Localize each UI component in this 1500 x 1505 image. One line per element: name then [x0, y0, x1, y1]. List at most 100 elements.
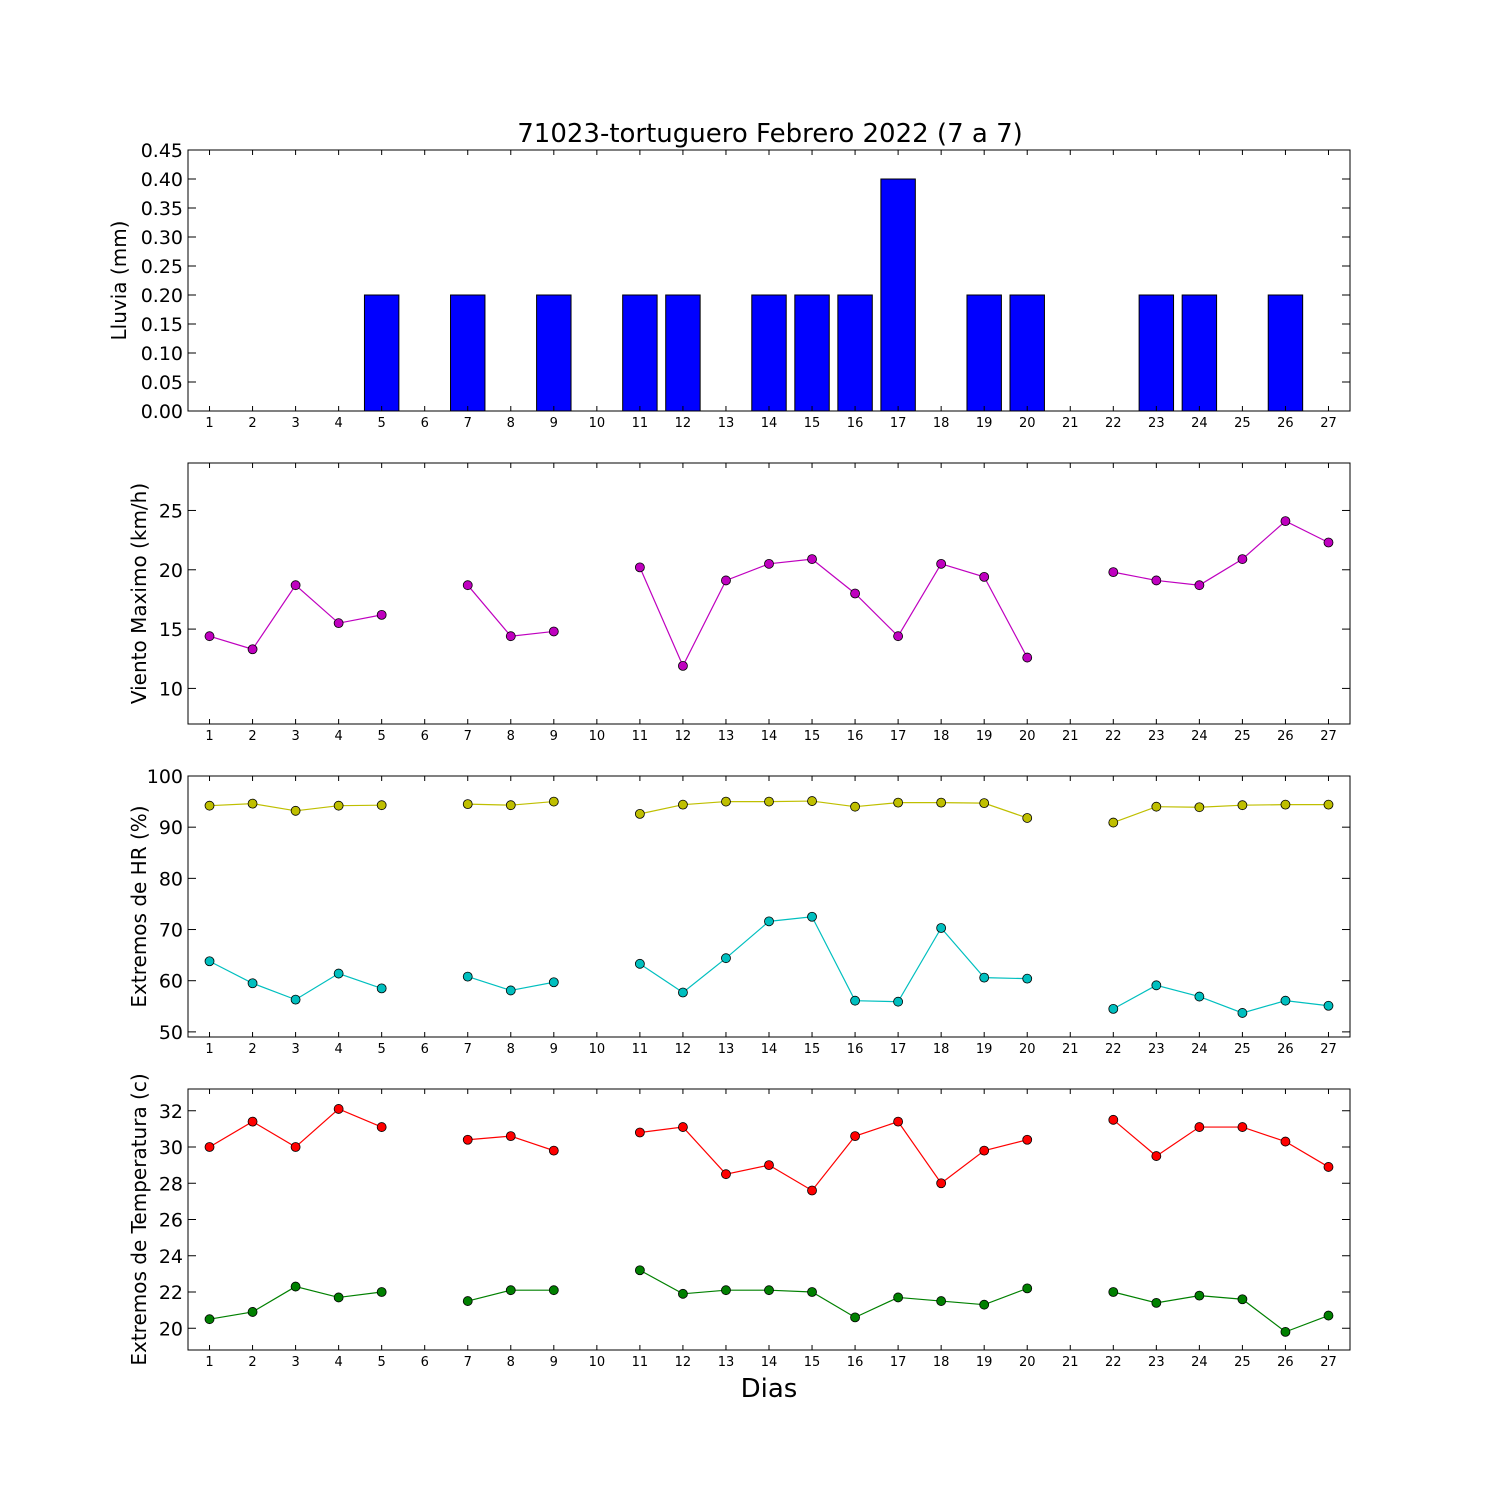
- series-1-point-day-25: [1238, 801, 1247, 810]
- x-tick-label-4: 4: [334, 1042, 342, 1057]
- series-2-point-day-24: [1195, 1291, 1204, 1300]
- series-2-point-day-23: [1152, 981, 1161, 990]
- x-tick-label-9: 9: [550, 1042, 558, 1057]
- x-tick-label-18: 18: [933, 1042, 950, 1057]
- series-1-point-day-22: [1109, 568, 1118, 577]
- bar-day-9: [537, 295, 571, 411]
- series-1-point-day-26: [1281, 800, 1290, 809]
- series-2-point-day-19: [980, 1300, 989, 1309]
- y-tick-label-90: 90: [159, 817, 183, 839]
- series-1-point-day-12: [678, 800, 687, 809]
- x-tick-label-2: 2: [248, 1355, 256, 1370]
- series-1-point-day-8: [506, 632, 515, 641]
- series-1-point-day-2: [248, 645, 257, 654]
- series-1-point-day-22: [1109, 1115, 1118, 1124]
- x-tick-label-5: 5: [378, 416, 386, 431]
- x-tick-label-13: 13: [718, 416, 735, 431]
- series-2-point-day-4: [334, 1293, 343, 1302]
- y-tick-label-0.45: 0.45: [141, 140, 183, 162]
- y-tick-label-22: 22: [159, 1282, 183, 1304]
- x-tick-label-3: 3: [291, 729, 299, 744]
- series-2-point-day-27: [1324, 1001, 1333, 1010]
- x-tick-label-1: 1: [205, 1355, 213, 1370]
- x-tick-label-21: 21: [1062, 1042, 1079, 1057]
- series-2-point-day-9: [549, 978, 558, 987]
- series-2-point-day-12: [678, 1289, 687, 1298]
- x-tick-label-25: 25: [1234, 1355, 1251, 1370]
- x-tick-label-1: 1: [205, 1042, 213, 1057]
- x-tick-label-3: 3: [291, 1355, 299, 1370]
- bar-day-26: [1268, 295, 1302, 411]
- series-2-point-day-1: [205, 1315, 214, 1324]
- x-tick-label-23: 23: [1148, 1042, 1165, 1057]
- series-2-point-day-2: [248, 979, 257, 988]
- series-2-point-day-27: [1324, 1311, 1333, 1320]
- bar-day-12: [666, 295, 700, 411]
- series-1-point-day-18: [937, 559, 946, 568]
- series-1-point-day-27: [1324, 538, 1333, 547]
- x-tick-label-10: 10: [589, 1355, 606, 1370]
- bar-day-20: [1010, 295, 1044, 411]
- series-2-line-3: [640, 917, 1027, 1002]
- y-tick-label-20: 20: [159, 1318, 183, 1340]
- bar-day-16: [838, 295, 872, 411]
- x-tick-label-15: 15: [804, 416, 821, 431]
- x-tick-label-18: 18: [933, 416, 950, 431]
- series-2-point-day-2: [248, 1307, 257, 1316]
- x-tick-label-11: 11: [632, 416, 649, 431]
- x-tick-label-24: 24: [1191, 729, 1208, 744]
- series-1-point-day-13: [721, 1170, 730, 1179]
- series-2-point-day-20: [1023, 1284, 1032, 1293]
- x-tick-label-2: 2: [248, 1042, 256, 1057]
- x-tick-label-23: 23: [1148, 729, 1165, 744]
- y-tick-label-0.15: 0.15: [141, 314, 183, 336]
- series-2-point-day-3: [291, 995, 300, 1004]
- series-1-point-day-17: [894, 1117, 903, 1126]
- series-1-point-day-9: [549, 627, 558, 636]
- series-2-point-day-24: [1195, 992, 1204, 1001]
- x-tick-label-27: 27: [1320, 416, 1337, 431]
- y-tick-label-0: 0.00: [141, 401, 183, 423]
- x-tick-label-26: 26: [1277, 1042, 1294, 1057]
- x-tick-label-15: 15: [804, 729, 821, 744]
- x-tick-label-22: 22: [1105, 1042, 1122, 1057]
- series-2-point-day-13: [721, 954, 730, 963]
- y-tick-label-0.1: 0.10: [141, 343, 183, 365]
- y-tick-label-20: 20: [159, 560, 183, 582]
- x-tick-label-8: 8: [507, 1042, 515, 1057]
- series-1-point-day-16: [851, 589, 860, 598]
- series-2-point-day-1: [205, 957, 214, 966]
- series-2-point-day-16: [851, 996, 860, 1005]
- x-tick-label-14: 14: [761, 416, 778, 431]
- x-tick-label-8: 8: [507, 729, 515, 744]
- series-1-line-4: [1113, 805, 1328, 823]
- series-1-point-day-11: [635, 1128, 644, 1137]
- series-1-point-day-27: [1324, 1162, 1333, 1171]
- series-2-point-day-22: [1109, 1288, 1118, 1297]
- x-tick-label-2: 2: [248, 416, 256, 431]
- x-tick-label-16: 16: [847, 729, 864, 744]
- series-1-point-day-13: [721, 797, 730, 806]
- series-1-point-day-27: [1324, 800, 1333, 809]
- series-1-point-day-8: [506, 801, 515, 810]
- y-tick-label-0.25: 0.25: [141, 256, 183, 278]
- x-tick-label-5: 5: [378, 1042, 386, 1057]
- series-1-point-day-23: [1152, 1152, 1161, 1161]
- series-2-point-day-13: [721, 1286, 730, 1295]
- series-2-point-day-25: [1238, 1008, 1247, 1017]
- x-tick-label-13: 13: [718, 729, 735, 744]
- series-2-point-day-11: [635, 959, 644, 968]
- series-2-point-day-26: [1281, 996, 1290, 1005]
- x-tick-label-14: 14: [761, 729, 778, 744]
- x-tick-label-26: 26: [1277, 729, 1294, 744]
- series-1-line-3: [640, 559, 1027, 666]
- y-tick-label-28: 28: [159, 1173, 183, 1195]
- x-tick-label-17: 17: [890, 729, 907, 744]
- x-tick-label-9: 9: [550, 729, 558, 744]
- series-2-line-4: [1113, 985, 1328, 1013]
- y-tick-label-0.05: 0.05: [141, 372, 183, 394]
- series-1-point-day-17: [894, 798, 903, 807]
- y-axis-label: Viento Maximo (km/h): [127, 483, 151, 704]
